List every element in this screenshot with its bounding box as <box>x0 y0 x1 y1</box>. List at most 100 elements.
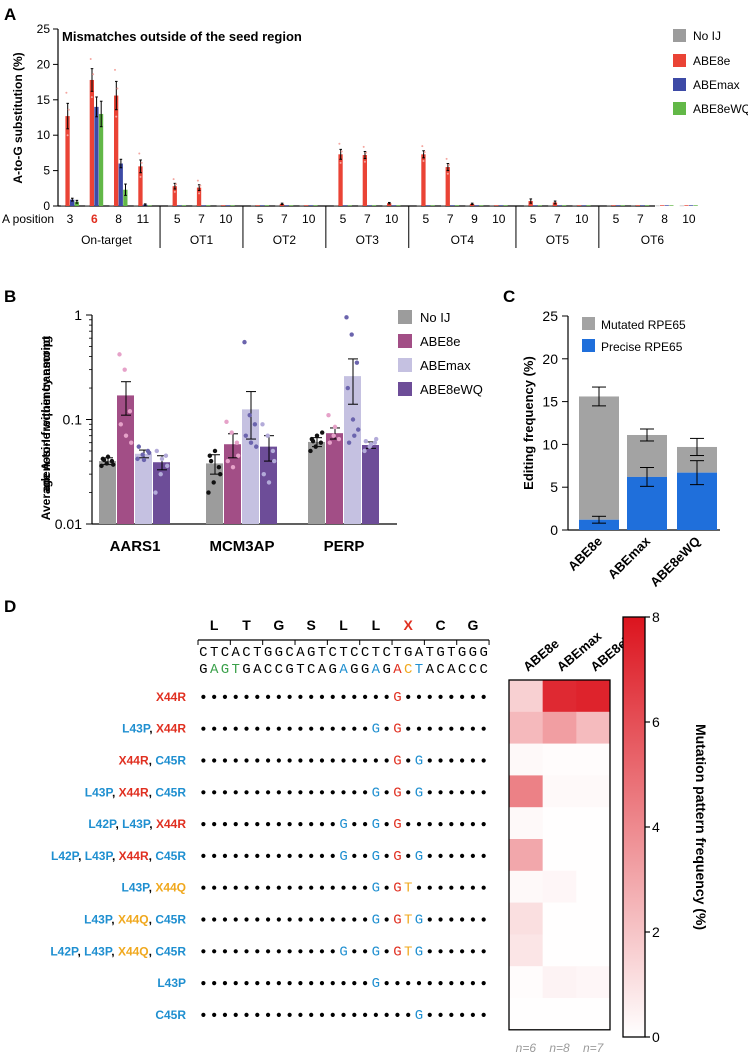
sequence-dot <box>330 981 335 986</box>
point-b <box>336 436 342 442</box>
sequence-dot <box>265 885 271 890</box>
bar-AARS1-s3 <box>153 462 170 524</box>
bar-OT3-7-s3 <box>371 205 377 206</box>
sequence-dot <box>319 981 325 986</box>
sequence-dot <box>244 917 249 922</box>
sequence-dot <box>481 758 486 763</box>
sequence-dot <box>438 694 443 700</box>
sequence-dot <box>460 1012 465 1018</box>
position-label-OT3-5: 5 <box>340 212 347 226</box>
bar-OT6-8-s1 <box>660 205 665 206</box>
bar-OT6-8-s0 <box>655 205 660 207</box>
legend-label-b-1: ABE8e <box>420 334 460 349</box>
bar-OT5-5-s0 <box>523 205 529 207</box>
sequence-dot <box>201 885 206 890</box>
sequence-dot <box>352 822 357 827</box>
sequence-dot <box>406 726 411 731</box>
sequence-dot <box>395 981 400 986</box>
colorbar-tick-label: 6 <box>652 714 660 730</box>
bar-On-target-3-s0 <box>60 205 66 207</box>
heatmap-cell-1-2 <box>576 711 611 744</box>
position-label-OT2-5: 5 <box>257 212 264 226</box>
bar-MCM3AP-s0 <box>206 463 223 524</box>
panel-b-ylabel-line2: adenosine within transcript <box>39 336 53 492</box>
sequence-dot <box>298 1012 303 1018</box>
bar-OT4-5-s2 <box>425 205 431 206</box>
group-label-OT5: OT5 <box>546 233 570 247</box>
sequence-dot <box>373 694 378 700</box>
top-seq-base: C <box>350 645 358 661</box>
row-label-segment: , <box>149 817 156 831</box>
bar-OT1-10-s2 <box>225 205 231 206</box>
point-a <box>66 134 69 137</box>
sequence-dot <box>362 853 368 859</box>
bar-OT4-7-s0 <box>441 205 446 207</box>
amino-acid-2: G <box>273 617 284 633</box>
row-label-segment: L43P <box>157 976 186 990</box>
panel-c-ytick-label: 15 <box>542 394 558 410</box>
row-label-segment: L43P <box>122 722 151 736</box>
legend-label-b-2: ABEmax <box>420 358 471 373</box>
sequence-dot <box>201 726 206 731</box>
position-label-On-target-3: 3 <box>67 212 74 226</box>
bar-On-target-11-s3 <box>147 205 152 206</box>
bottom-seq-base: A <box>447 662 456 678</box>
sequence-dot <box>276 758 281 763</box>
position-label-OT2-7: 7 <box>281 212 288 226</box>
point-b <box>261 471 266 477</box>
bar-OT3-7-s2 <box>367 205 372 206</box>
sequence-dot <box>341 790 346 795</box>
bar-OT6-5-s3 <box>620 205 625 206</box>
point-b <box>344 315 349 320</box>
sequence-dot <box>460 949 465 954</box>
sequence-dot <box>470 885 475 890</box>
point-a <box>67 108 70 111</box>
point-a <box>198 192 201 195</box>
sequence-dot <box>244 981 249 986</box>
sequence-dot <box>406 694 411 700</box>
sequence-dot <box>287 885 292 890</box>
sequence-dot <box>438 1012 443 1018</box>
row-label-segment: C45R <box>155 913 186 927</box>
sequence-dot <box>449 853 454 859</box>
row-label-segment: X44R <box>119 754 149 768</box>
row-label-segment: L42P <box>51 849 80 863</box>
top-seq-base: G <box>458 645 466 661</box>
bar-On-target-6-s0 <box>85 205 90 207</box>
top-seq-base: G <box>404 645 412 661</box>
bar-OT4-10-s1 <box>494 205 499 206</box>
panel-a-ylabel: A-to-G substitution (%) <box>11 52 25 183</box>
mutation-base-5-16: G <box>372 849 380 865</box>
sequence-dot <box>265 981 271 986</box>
legend-label-a-3: ABE8eWQ <box>693 102 748 116</box>
bar-OT3-5-s0 <box>333 205 339 207</box>
row-label-segment: X44R <box>156 722 186 736</box>
bar-OT6-8-s3 <box>669 205 674 206</box>
bar-OT6-5-s0 <box>606 205 612 207</box>
row-label-segment: L43P <box>84 913 113 927</box>
bar-OT6-8-s2 <box>664 205 669 206</box>
sequence-dot <box>265 822 271 827</box>
bar-On-target-6-s2 <box>94 106 99 206</box>
bar-OT4-9-s3 <box>479 205 484 206</box>
sequence-dot <box>481 853 486 859</box>
bottom-seq-base: C <box>264 662 272 678</box>
sequence-dot <box>233 981 238 986</box>
point-b <box>211 480 216 485</box>
bar-On-target-8-s0 <box>109 205 114 207</box>
amino-acid-1: T <box>242 617 251 633</box>
sequence-dot <box>384 949 389 954</box>
bar-AARS1-s0 <box>99 461 116 524</box>
heatmap-cell-10-2 <box>576 998 611 1031</box>
sequence-dot <box>449 694 454 700</box>
bottom-seq-base: A <box>372 662 381 678</box>
sequence-dot <box>265 694 271 700</box>
heatmap-cell-5-0 <box>509 839 543 872</box>
sequence-dot <box>406 1012 411 1018</box>
sequence-dot <box>427 726 432 731</box>
heatmap-cell-0-2 <box>576 680 611 713</box>
point-a <box>448 163 450 166</box>
point-b <box>218 471 223 477</box>
